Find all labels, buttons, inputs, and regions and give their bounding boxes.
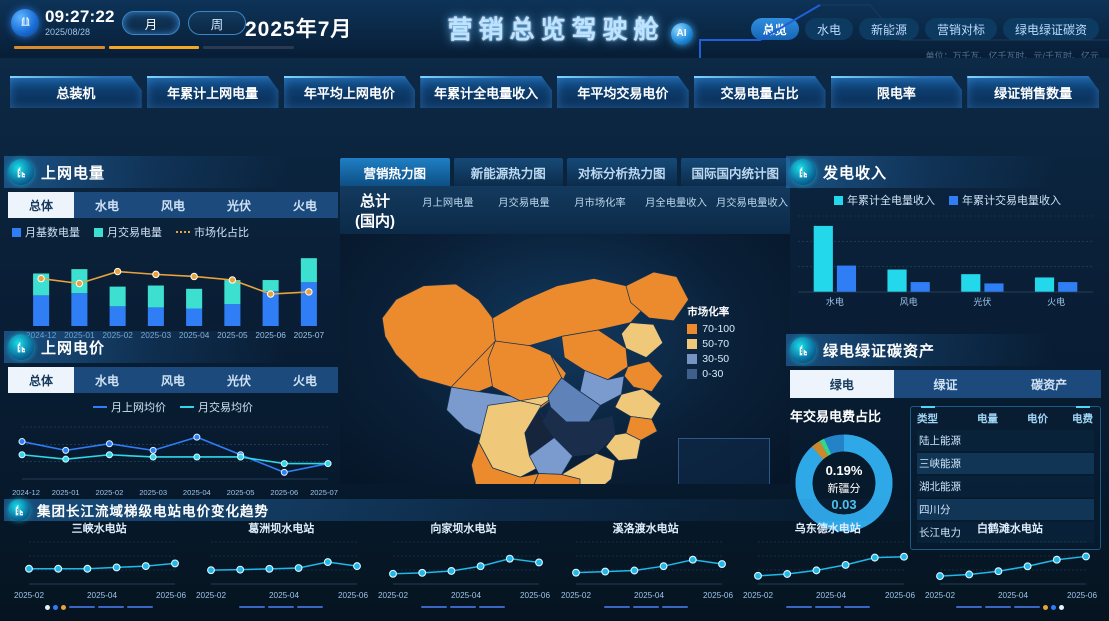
svg-text:2025-06: 2025-06 bbox=[156, 591, 186, 600]
svg-text:2025-02: 2025-02 bbox=[378, 591, 408, 600]
svg-text:2025-04: 2025-04 bbox=[269, 591, 299, 600]
svg-text:火电: 火电 bbox=[1047, 296, 1065, 307]
svg-text:2025-02: 2025-02 bbox=[95, 488, 123, 497]
svg-text:2025-02: 2025-02 bbox=[743, 591, 773, 600]
svg-text:2025-05: 2025-05 bbox=[227, 488, 255, 497]
svg-text:2025-04: 2025-04 bbox=[816, 591, 846, 600]
svg-text:2025-04: 2025-04 bbox=[87, 591, 117, 600]
svg-text:2025-06: 2025-06 bbox=[885, 591, 915, 600]
svg-text:2025-04: 2025-04 bbox=[183, 488, 211, 497]
svg-text:风电: 风电 bbox=[900, 296, 918, 307]
svg-text:2025-04: 2025-04 bbox=[451, 591, 481, 600]
svg-text:2025-02: 2025-02 bbox=[561, 591, 591, 600]
svg-text:2025-02: 2025-02 bbox=[925, 591, 955, 600]
svg-text:2025-06: 2025-06 bbox=[270, 488, 298, 497]
svg-text:水电: 水电 bbox=[826, 296, 844, 307]
svg-text:2025-04: 2025-04 bbox=[634, 591, 664, 600]
svg-text:2025-03: 2025-03 bbox=[139, 488, 167, 497]
svg-text:2025-06: 2025-06 bbox=[520, 591, 550, 600]
svg-text:光伏: 光伏 bbox=[973, 296, 991, 307]
svg-text:2025-02: 2025-02 bbox=[14, 591, 44, 600]
svg-text:2025-07: 2025-07 bbox=[310, 488, 338, 497]
svg-text:2024-12: 2024-12 bbox=[12, 488, 40, 497]
svg-text:2025-02: 2025-02 bbox=[196, 591, 226, 600]
svg-text:2025-01: 2025-01 bbox=[52, 488, 80, 497]
svg-text:2025-06: 2025-06 bbox=[703, 591, 733, 600]
svg-text:2025-06: 2025-06 bbox=[338, 591, 368, 600]
svg-text:2025-04: 2025-04 bbox=[998, 591, 1028, 600]
svg-text:2025-06: 2025-06 bbox=[1067, 591, 1097, 600]
